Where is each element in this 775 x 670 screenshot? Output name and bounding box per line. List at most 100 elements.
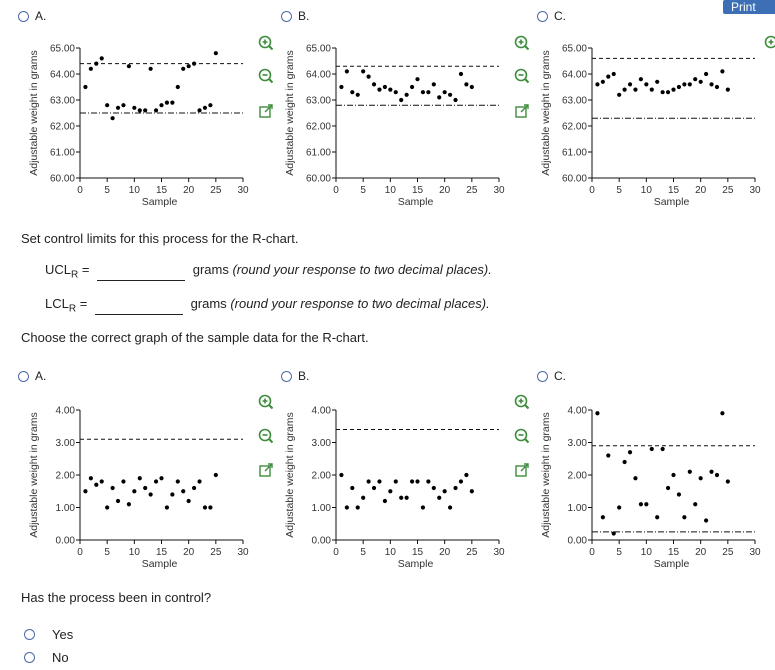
open-external-icon[interactable] [259, 104, 275, 120]
data-point [649, 87, 654, 92]
y-tick-label: 0.00 [568, 536, 588, 547]
zoom-in-icon[interactable] [258, 35, 274, 51]
y-tick-label: 65.00 [50, 44, 75, 55]
y-tick-label: 61.00 [306, 148, 331, 159]
data-point [611, 531, 616, 536]
r-option-b-radio[interactable] [281, 371, 292, 382]
x-tick-label: 30 [749, 185, 761, 196]
data-point [94, 482, 99, 487]
set-limits-instruction: Set control limits for this process for … [21, 231, 299, 246]
x-tick-label: 15 [156, 185, 168, 196]
x-tick-label: 15 [156, 547, 168, 558]
x-tick-label: 25 [466, 547, 478, 558]
y-tick-label: 63.00 [306, 96, 331, 107]
data-point [709, 82, 714, 87]
data-point [665, 485, 671, 491]
data-point [437, 495, 442, 500]
y-tick-label: 0.00 [312, 536, 332, 547]
data-point [355, 92, 360, 97]
y-tick-label: 62.00 [562, 122, 587, 133]
data-point [371, 485, 377, 491]
zoom-in-icon[interactable] [514, 35, 530, 51]
answer-no-radio[interactable] [24, 652, 35, 663]
data-point [181, 489, 186, 494]
y-tick-label: 63.00 [562, 96, 587, 107]
y-tick-label: 4.00 [312, 406, 332, 417]
xbar-option-a-label: A. [35, 9, 47, 23]
xbar-chart-b: Adjustable weight in grams 60.00 61.00 62.0… [284, 44, 505, 209]
data-point [409, 84, 415, 90]
data-point [213, 51, 218, 56]
answer-yes-radio[interactable] [24, 629, 35, 640]
data-point [426, 90, 431, 95]
data-point [186, 498, 191, 504]
data-point [638, 502, 643, 507]
data-point [143, 485, 148, 491]
x-tick-label: 0 [589, 185, 595, 196]
r-option-a-radio[interactable] [18, 371, 29, 382]
xbar-chart-c: Adjustable weight in grams 60.00 61.00 62.0… [540, 44, 761, 209]
data-point [622, 459, 627, 465]
data-point [638, 77, 643, 82]
open-external-icon[interactable] [515, 104, 531, 120]
open-external-icon[interactable] [259, 463, 275, 479]
x-tick-label: 10 [385, 547, 397, 558]
x-tick-label: 5 [104, 547, 110, 558]
ucl-subscript: R [71, 269, 79, 281]
data-point [469, 84, 474, 90]
data-point [121, 479, 126, 484]
data-point [110, 485, 115, 491]
r-option-c-radio[interactable] [537, 371, 548, 382]
data-point [115, 105, 121, 110]
y-tick-label: 65.00 [306, 44, 331, 55]
open-external-icon[interactable] [515, 463, 531, 479]
data-point [431, 485, 436, 491]
data-point [213, 472, 218, 478]
data-point [660, 446, 665, 452]
zoom-in-icon[interactable] [764, 35, 775, 51]
zoom-out-icon[interactable] [514, 68, 530, 84]
xbar-option-c-radio[interactable] [537, 11, 548, 22]
data-point [126, 64, 131, 69]
data-point [192, 485, 197, 491]
data-point [208, 505, 213, 510]
y-tick-label: 1.00 [56, 503, 76, 514]
y-tick-label: 63.00 [50, 96, 75, 107]
y-tick-label: 3.00 [312, 438, 332, 449]
ucl-equals: = [81, 262, 90, 277]
xbar-option-a-radio[interactable] [18, 11, 29, 22]
x-tick-label: 0 [77, 185, 83, 196]
x-tick-label: 15 [412, 547, 424, 558]
print-button[interactable]: Print [723, 0, 775, 14]
zoom-out-icon[interactable] [514, 428, 530, 444]
data-point [671, 87, 676, 92]
data-point [714, 472, 720, 478]
y-axis-label: Adjustable weight in grams [540, 412, 552, 537]
data-point [197, 108, 202, 113]
data-point [644, 82, 649, 87]
y-tick-label: 3.00 [568, 438, 588, 449]
ucl-row: UCLR = grams (round your response to two… [45, 262, 492, 281]
x-tick-label: 25 [722, 185, 734, 196]
zoom-in-icon[interactable] [258, 394, 274, 410]
zoom-out-icon[interactable] [258, 428, 274, 444]
data-point [344, 505, 349, 510]
x-tick-label: 30 [493, 547, 505, 558]
x-tick-label: 30 [749, 547, 761, 558]
x-tick-label: 0 [333, 185, 339, 196]
xbar-option-b-radio[interactable] [281, 11, 292, 22]
x-tick-label: 25 [210, 547, 222, 558]
ucl-input[interactable] [97, 267, 186, 281]
data-point [126, 502, 131, 507]
y-tick-label: 2.00 [56, 471, 76, 482]
lcl-input[interactable] [94, 301, 183, 315]
zoom-in-icon[interactable] [514, 394, 530, 410]
data-point [687, 469, 692, 474]
y-tick-label: 60.00 [50, 174, 75, 185]
lcl-label: LCL [45, 296, 69, 311]
y-tick-label: 64.00 [306, 70, 331, 81]
x-tick-label: 5 [616, 547, 622, 558]
data-point [720, 411, 725, 416]
data-point [606, 74, 611, 79]
zoom-out-icon[interactable] [258, 68, 274, 84]
